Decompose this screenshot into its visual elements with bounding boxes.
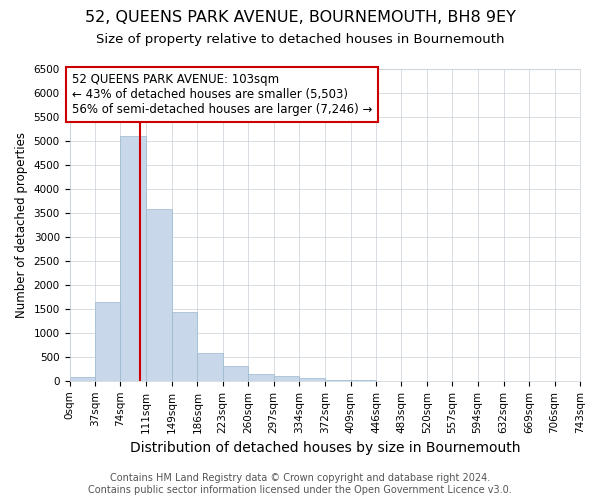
Bar xyxy=(146,209,172,381)
Bar xyxy=(299,378,325,381)
Bar xyxy=(248,374,274,381)
Bar xyxy=(172,312,197,381)
Bar xyxy=(121,136,146,381)
Bar xyxy=(223,366,248,381)
Text: Contains HM Land Registry data © Crown copyright and database right 2024.
Contai: Contains HM Land Registry data © Crown c… xyxy=(88,474,512,495)
Text: 52, QUEENS PARK AVENUE, BOURNEMOUTH, BH8 9EY: 52, QUEENS PARK AVENUE, BOURNEMOUTH, BH8… xyxy=(85,10,515,25)
Bar xyxy=(95,302,121,381)
Text: Size of property relative to detached houses in Bournemouth: Size of property relative to detached ho… xyxy=(96,32,504,46)
Bar xyxy=(274,376,299,381)
X-axis label: Distribution of detached houses by size in Bournemouth: Distribution of detached houses by size … xyxy=(130,441,520,455)
Bar xyxy=(70,377,95,381)
Bar xyxy=(325,380,350,381)
Text: 52 QUEENS PARK AVENUE: 103sqm
← 43% of detached houses are smaller (5,503)
56% o: 52 QUEENS PARK AVENUE: 103sqm ← 43% of d… xyxy=(71,73,372,116)
Bar xyxy=(197,353,223,381)
Y-axis label: Number of detached properties: Number of detached properties xyxy=(15,132,28,318)
